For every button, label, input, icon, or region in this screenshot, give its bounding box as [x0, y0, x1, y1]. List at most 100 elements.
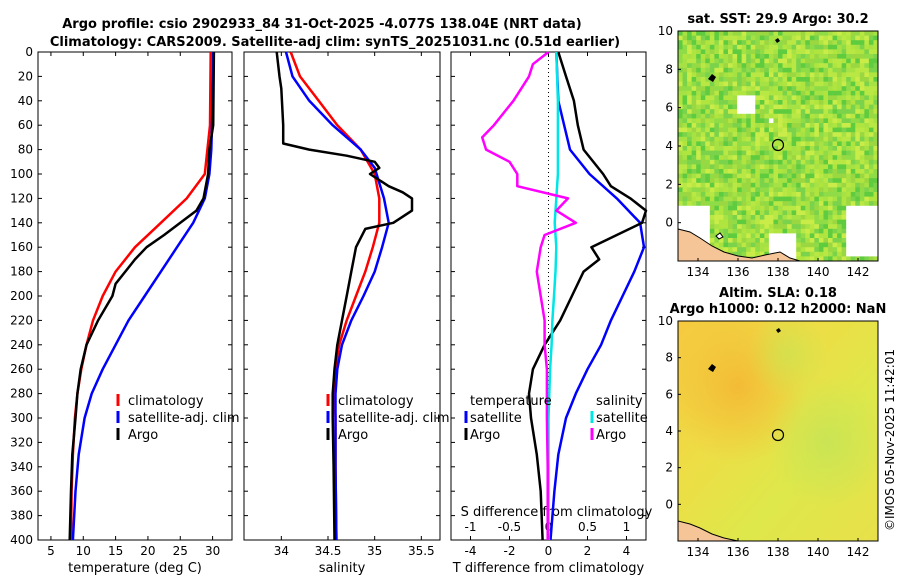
- sst-cell: [778, 233, 783, 239]
- sst-cell: [837, 136, 843, 142]
- sst-cell: [728, 132, 733, 138]
- sst-cell: [737, 247, 743, 253]
- sst-cell: [768, 219, 774, 225]
- sst-cell: [850, 54, 856, 59]
- sst-cell: [759, 100, 765, 105]
- sst-cell: [755, 205, 761, 211]
- sst-cell: [755, 136, 761, 142]
- sst-cell: [764, 219, 770, 225]
- sst-cell: [746, 238, 752, 243]
- sst-cell: [859, 118, 865, 124]
- sst-cell: [705, 228, 711, 234]
- sst-cell: [718, 86, 724, 92]
- sst-cell: [823, 173, 829, 179]
- sst-cell: [855, 215, 861, 220]
- sst-cell: [741, 224, 747, 230]
- sst-cell: [828, 90, 833, 96]
- sst-cell: [868, 90, 874, 96]
- sst-cell: [828, 127, 833, 133]
- sst-cell: [850, 81, 856, 87]
- sst-cell: [746, 58, 752, 64]
- sst-cell: [850, 49, 856, 55]
- sst-cell: [841, 95, 847, 101]
- sst-cell: [718, 247, 724, 253]
- sst-cell: [678, 173, 683, 179]
- sst-cell: [741, 201, 747, 207]
- sst-cell: [796, 40, 802, 46]
- sst-cell: [714, 54, 720, 59]
- sst-cell: [846, 228, 852, 234]
- sst-cell: [864, 95, 870, 101]
- y-tick-label: 60: [18, 118, 33, 132]
- sst-cell: [805, 224, 811, 230]
- sst-cell: [718, 72, 724, 78]
- sst-cell: [741, 242, 747, 248]
- sst-cell: [709, 35, 715, 41]
- sst-cell: [746, 136, 752, 142]
- sst-cell: [709, 109, 715, 115]
- sst-cell: [732, 63, 738, 69]
- sst-cell: [737, 123, 743, 128]
- sst-cell: [778, 40, 783, 46]
- sst-cell: [850, 90, 856, 96]
- legend-t-satellite-label: satellite: [470, 411, 522, 426]
- sst-cell: [709, 86, 715, 92]
- sst-cell: [759, 215, 765, 220]
- sst-cell: [718, 159, 724, 165]
- sst-cell: [768, 44, 774, 50]
- sst-cell: [678, 169, 683, 174]
- sst-cell: [750, 67, 756, 73]
- sst-cell: [696, 136, 702, 142]
- sst-cell: [732, 187, 738, 193]
- sst-cell: [709, 49, 715, 55]
- sst-cell: [682, 104, 688, 110]
- sst-cell: [873, 58, 878, 64]
- sst-cell: [868, 54, 874, 59]
- x-axis-label: salinity: [319, 561, 366, 576]
- sst-cell: [773, 72, 779, 78]
- sst-cell: [796, 141, 802, 147]
- sst-cell: [809, 205, 815, 211]
- sst-cell: [709, 219, 715, 225]
- sst-cell: [718, 201, 724, 207]
- sst-cell: [741, 219, 747, 225]
- sst-cell: [814, 256, 820, 261]
- sst-cell: [746, 35, 752, 41]
- sst-cell: [750, 238, 756, 243]
- sst-cell: [809, 247, 815, 253]
- sst-cell: [773, 219, 779, 225]
- sst-cell: [791, 182, 797, 188]
- sst-cell: [841, 155, 847, 161]
- sst-cell: [828, 141, 833, 147]
- sst-cell: [696, 141, 702, 147]
- sst-cell: [846, 136, 852, 142]
- sst-cell: [723, 118, 729, 124]
- sst-cell: [741, 146, 747, 151]
- sst-cell: [800, 113, 806, 119]
- sst-cell: [800, 251, 806, 257]
- sst-cell: [741, 150, 747, 156]
- sst-cell: [809, 169, 815, 174]
- sst-cell: [814, 215, 820, 220]
- sst-cell: [823, 155, 829, 161]
- sst-cell: [678, 224, 683, 230]
- sst-cell: [859, 35, 865, 41]
- sst-cell: [687, 169, 693, 174]
- sst-cell: [787, 169, 793, 174]
- sst-cell: [778, 178, 783, 184]
- sst-cell: [732, 118, 738, 124]
- sst-cell: [732, 155, 738, 161]
- sst-cell: [837, 159, 843, 165]
- sst-cell: [732, 113, 738, 119]
- sst-cell: [732, 238, 738, 243]
- sst-cell: [837, 155, 843, 161]
- sst-cell: [832, 228, 838, 234]
- sst-cell: [728, 86, 733, 92]
- sst-cell: [791, 31, 797, 36]
- sst-cell: [700, 169, 706, 174]
- sst-cell: [737, 219, 743, 225]
- sst-cell: [782, 242, 788, 248]
- sst-cell: [846, 90, 852, 96]
- sst-cell: [687, 100, 693, 105]
